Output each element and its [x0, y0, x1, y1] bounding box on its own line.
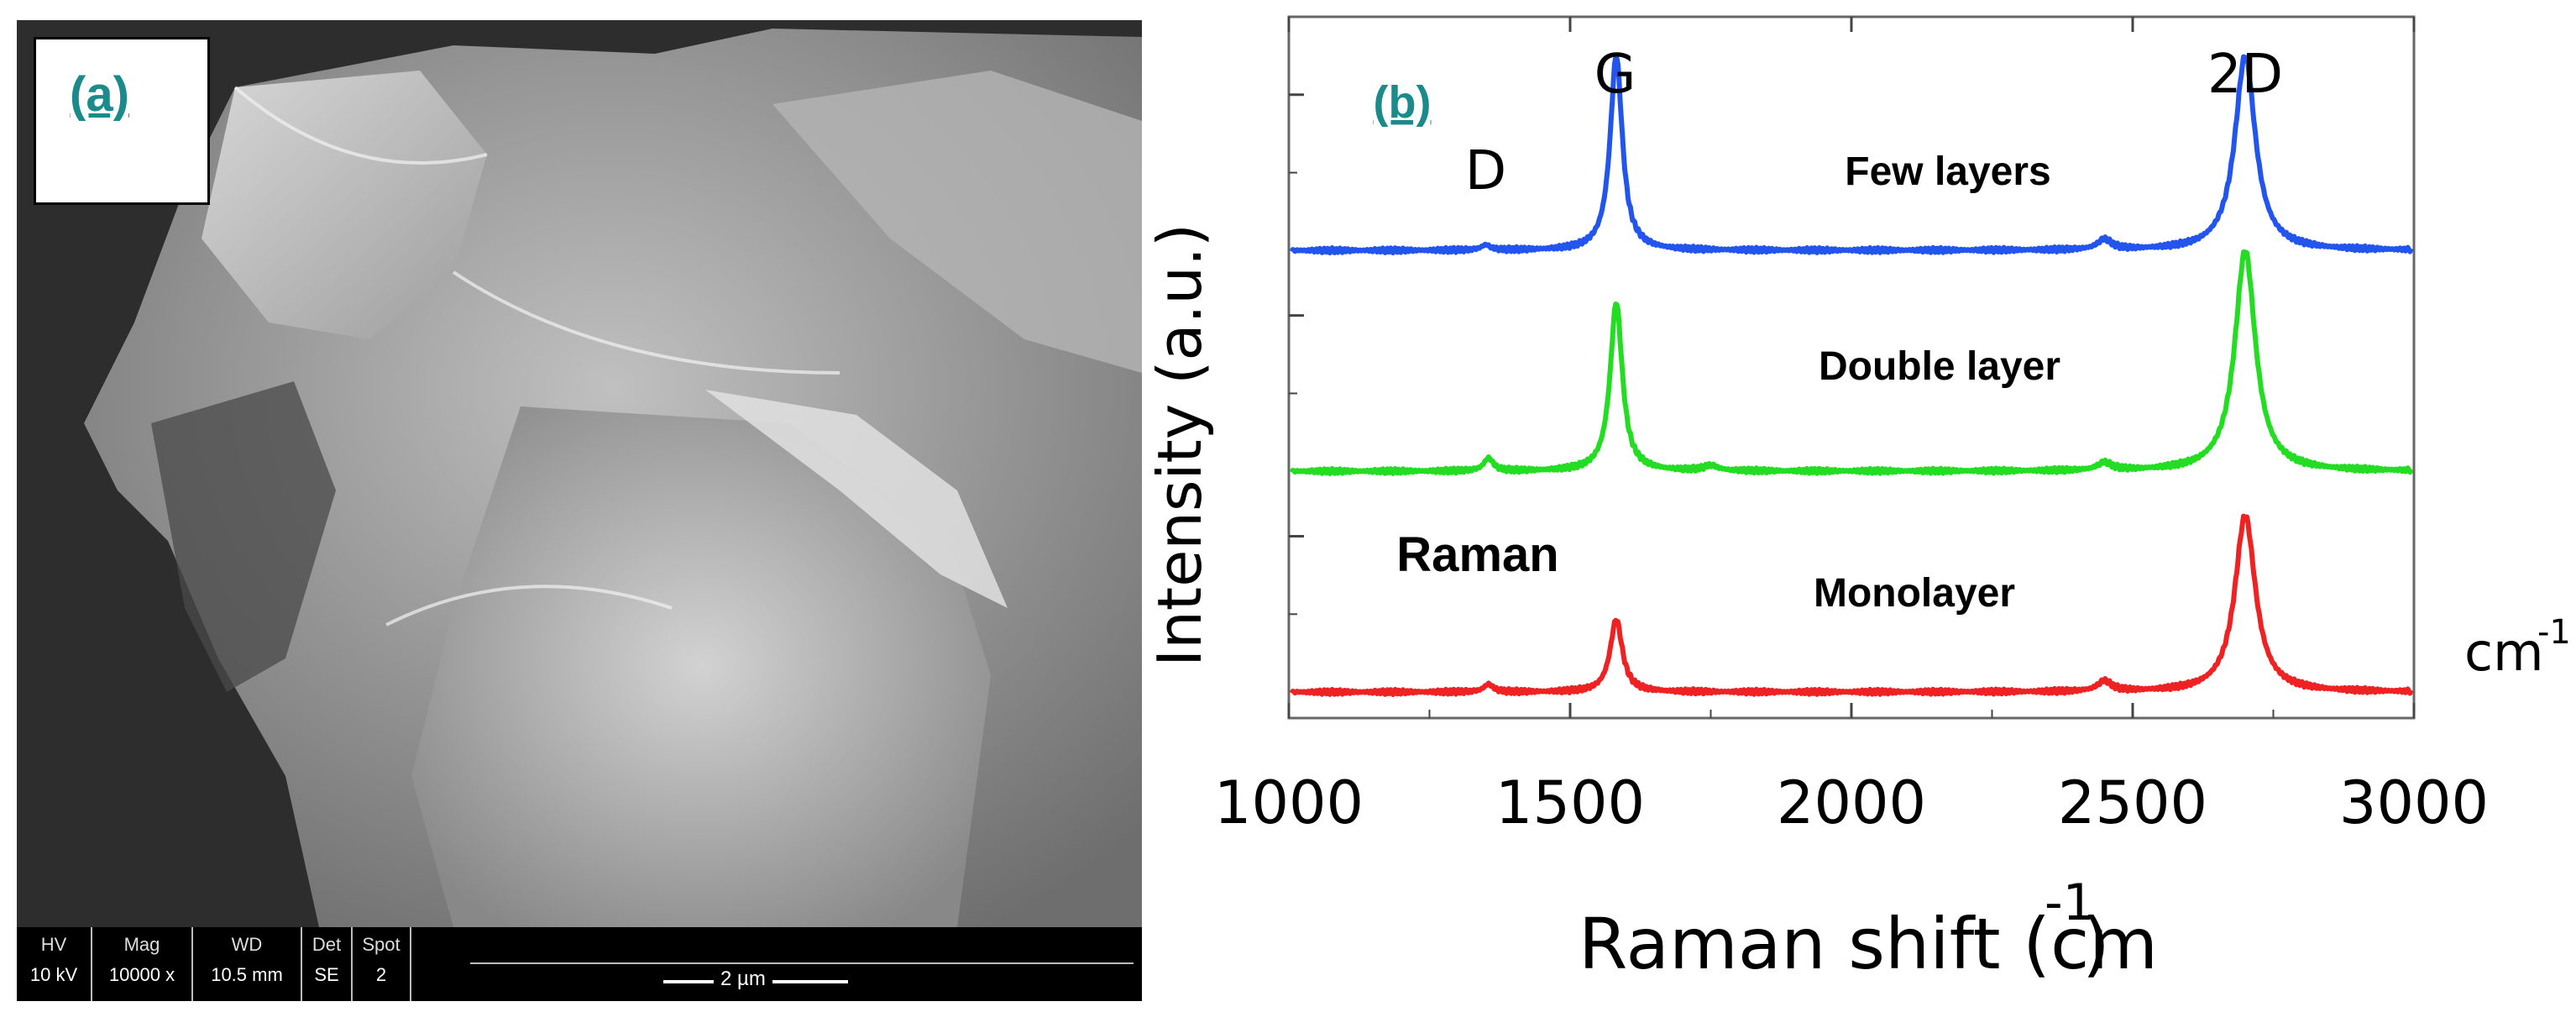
databar-header: Mag	[123, 934, 160, 955]
fold-edge	[233, 86, 840, 627]
databar-cell: WD 10.5 mm	[193, 927, 302, 1001]
sem-micrograph	[17, 20, 1142, 927]
peak-label: D	[1465, 140, 1506, 202]
series-line	[1289, 249, 2414, 476]
series-label: Few layers	[1845, 149, 2050, 194]
panel-label-box: (a)	[34, 37, 210, 205]
databar-value: SE	[314, 964, 339, 985]
databar-value: 10 kV	[29, 964, 78, 985]
raman-annotation: Raman	[1396, 527, 1558, 582]
peak-label: G	[1594, 44, 1636, 106]
databar-value: 2	[375, 964, 387, 985]
shadow-region	[151, 381, 336, 692]
panel-label-a: (a)	[70, 67, 129, 122]
series-label: Double layer	[1819, 344, 2060, 389]
databar-header: WD	[231, 934, 263, 955]
databar-header: HV	[40, 934, 67, 955]
databar-divider	[470, 962, 1134, 964]
x-tick-label: 3000	[2339, 768, 2489, 837]
series-label: Monolayer	[1814, 571, 2015, 616]
x-axis-label: Raman shift (cm	[1579, 903, 2159, 985]
databar-cell: HV 10 kV	[17, 927, 92, 1001]
graphene-fold	[705, 390, 1008, 608]
series-line	[1289, 54, 2414, 256]
x-tick-label: 2000	[1777, 768, 1926, 837]
graphene-fold	[202, 71, 487, 339]
unit-annotation: cm	[2464, 621, 2544, 683]
y-axis-label: Intensity (a.u.)	[1144, 223, 1215, 667]
x-tick-label: 1500	[1495, 768, 1645, 837]
sem-panel: (a) HV 10 kV Mag 10000 x WD 10.5 mm Det …	[17, 20, 1142, 1001]
databar-value: 10000 x	[108, 964, 175, 985]
databar-cell: Mag 10000 x	[92, 927, 193, 1001]
databar-cell: Det SE	[302, 927, 353, 1001]
x-axis-label-superscript: -1	[2045, 873, 2095, 932]
databar-cell: Spot 2	[353, 927, 411, 1001]
series-line	[1289, 513, 2414, 697]
databar-value: 10.5 mm	[211, 964, 283, 985]
sem-databar: HV 10 kV Mag 10000 x WD 10.5 mm Det SE S…	[17, 927, 1142, 1001]
databar-header: Det	[312, 934, 342, 955]
x-tick-label: 1000	[1214, 768, 1364, 837]
x-tick-label: 2500	[2058, 768, 2207, 837]
databar-header: Spot	[362, 934, 401, 955]
unit-annotation-superscript: -1	[2537, 613, 2571, 652]
panel-label-b: (b)	[1374, 77, 1432, 128]
scale-bar-label: 2 µm	[714, 967, 772, 991]
x-axis-label-close: )	[2082, 903, 2110, 985]
peak-label: 2D	[2207, 44, 2283, 106]
graphene-fold	[411, 406, 991, 927]
graphene-fold	[772, 71, 1142, 373]
